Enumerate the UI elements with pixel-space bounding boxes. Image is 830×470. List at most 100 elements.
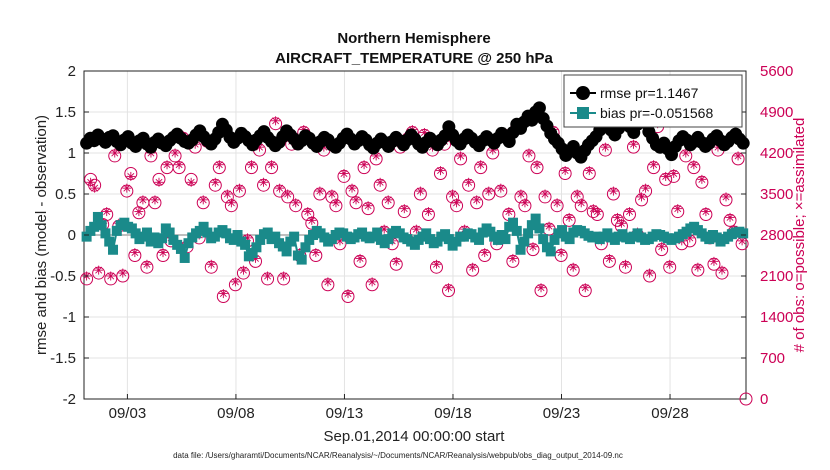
x-tick-label-3: 09/18 <box>434 405 472 422</box>
obs-possible-point <box>739 392 753 406</box>
y-axis-right: 0 700 1400 2100 2800 3500 4200 4900 5600 <box>741 63 793 408</box>
bias-point <box>443 234 454 245</box>
obs-assimilated-point <box>516 189 526 199</box>
obs-assimilated-point <box>528 242 538 252</box>
bias-point <box>175 243 186 254</box>
obs-assimilated-point <box>399 204 409 214</box>
obs-assimilated-point <box>452 198 462 208</box>
obs-assimilated-point <box>375 177 385 187</box>
bias-point <box>526 220 537 231</box>
obs-assimilated-point <box>701 207 711 217</box>
obs-assimilated-point <box>383 195 393 205</box>
bias-point <box>255 234 266 245</box>
obs-assimilated-point <box>584 166 594 176</box>
obs-assimilated-point <box>737 236 747 246</box>
obs-assimilated-point <box>637 192 647 202</box>
bias-point <box>92 211 103 222</box>
obs-assimilated-point <box>576 198 586 208</box>
x-tick-label-2: 09/13 <box>326 405 364 422</box>
y2-tick-label-1: 700 <box>760 350 785 367</box>
obs-assimilated-point <box>222 189 232 199</box>
bias-point <box>557 225 568 236</box>
y-tick-label-1: -1.5 <box>50 350 76 367</box>
obs-assimilated-point <box>552 198 562 208</box>
bias-point <box>508 217 519 228</box>
bias-point <box>372 227 383 238</box>
obs-assimilated-point <box>689 160 699 170</box>
bias-point <box>383 234 394 245</box>
obs-assimilated-point <box>367 277 377 287</box>
bias-point <box>149 232 160 243</box>
y2-tick-label-3: 2100 <box>760 268 793 285</box>
y2-tick-label-2: 1400 <box>760 309 793 326</box>
obs-assimilated-point <box>130 248 140 258</box>
obs-assimilated-point <box>629 139 639 149</box>
obs-assimilated-point <box>661 171 671 181</box>
obs-assimilated-point <box>484 186 494 196</box>
bias-point <box>549 234 560 245</box>
x-tick-label-1: 09/08 <box>217 405 255 422</box>
obs-assimilated-point <box>693 262 703 272</box>
obs-assimilated-point <box>102 207 112 217</box>
obs-assimilated-point <box>697 174 707 184</box>
x-tick-label-5: 09/28 <box>651 405 689 422</box>
obs-assimilated-point <box>544 221 554 231</box>
bias-point <box>202 227 213 238</box>
legend-bias-marker <box>577 107 589 119</box>
obs-assimilated-point <box>524 148 534 158</box>
bias-point <box>198 221 209 232</box>
bias-point <box>251 242 262 253</box>
obs-assimilated-point <box>246 160 256 170</box>
bias-point <box>545 246 556 257</box>
obs-assimilated-point <box>359 160 369 170</box>
y2-tick-label-6: 4200 <box>760 145 793 162</box>
obs-assimilated-point <box>126 171 136 181</box>
x-axis: 09/03 09/08 09/13 09/18 09/23 09/28 <box>109 394 689 422</box>
bias-point <box>296 254 307 265</box>
obs-assimilated-point <box>283 189 293 199</box>
obs-assimilated-point <box>90 183 100 193</box>
obs-assimilated-point <box>435 166 445 176</box>
obs-assimilated-point <box>226 198 236 208</box>
x-axis-label: Sep.01,2014 00:00:00 start <box>324 428 506 445</box>
obs-assimilated-point <box>504 207 514 217</box>
bias-point <box>515 244 526 255</box>
obs-assimilated-point <box>733 151 743 161</box>
obs-assimilated-point <box>122 183 132 193</box>
data-file-footer: data file: /Users/gharamti/Documents/NCA… <box>173 451 623 460</box>
obs-assimilated-point <box>415 186 425 196</box>
y-tick-label-7: 1.5 <box>55 104 76 121</box>
obs-assimilated-point <box>311 248 321 258</box>
obs-assimilated-point <box>230 277 240 287</box>
obs-assimilated-point <box>238 265 248 275</box>
obs-assimilated-point <box>142 259 152 269</box>
bias-point <box>500 234 511 245</box>
bias-point <box>232 230 243 240</box>
obs-assimilated-point <box>472 195 482 205</box>
obs-assimilated-point <box>456 151 466 161</box>
obs-assimilated-point <box>291 198 301 208</box>
series-layer <box>80 101 750 265</box>
bias-point <box>247 248 258 259</box>
obs-assimilated-point <box>267 160 277 170</box>
obs-assimilated-point <box>580 283 590 293</box>
obs-assimilated-point <box>214 160 224 170</box>
obs-assimilated-point <box>608 186 618 196</box>
bias-point <box>270 231 281 242</box>
obs-assimilated-point <box>158 248 168 258</box>
bias-point <box>108 244 119 255</box>
obs-assimilated-point <box>271 116 281 126</box>
obs-assimilated-point <box>540 189 550 199</box>
x-tick-label-4: 09/23 <box>543 405 581 422</box>
obs-assimilated-point <box>218 289 228 299</box>
y-tick-label-2: -1 <box>63 309 76 326</box>
bias-point <box>96 220 107 231</box>
y-tick-label-3: -0.5 <box>50 268 76 285</box>
bias-point <box>289 231 300 242</box>
obs-assimilated-point <box>327 189 337 199</box>
obs-assimilated-point <box>234 183 244 193</box>
obs-assimilated-point <box>150 195 160 205</box>
obs-assimilated-point <box>423 207 433 217</box>
bias-point <box>89 221 100 232</box>
legend-rmse-marker <box>576 86 590 100</box>
